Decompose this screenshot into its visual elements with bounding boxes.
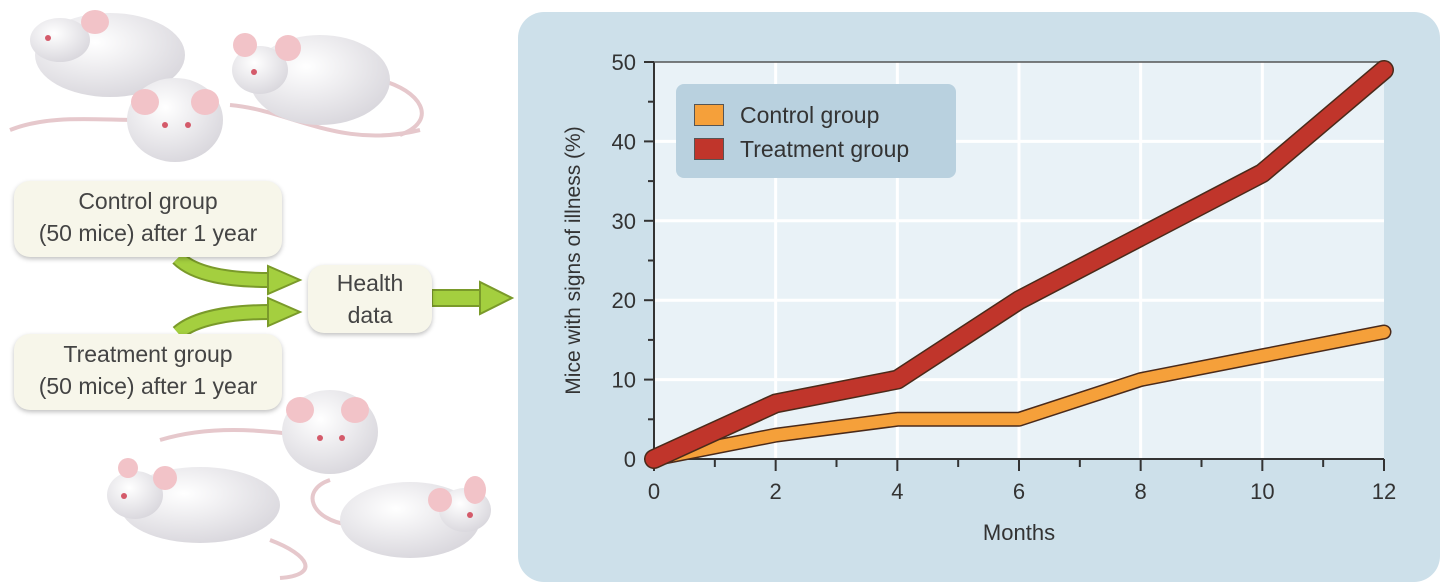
mouse-bottom-far-right [310, 476, 491, 558]
legend-item-treatment: Treatment group [694, 134, 909, 164]
mice-illustration [9, 10, 491, 580]
x-tick-label: 8 [1135, 479, 1147, 504]
health-data-label: Health data [308, 265, 432, 333]
flow-arrows [172, 251, 515, 340]
control-group-line1: Control group [78, 188, 218, 214]
mouse-bottom-right [159, 390, 378, 474]
y-axis-label: Mice with signs of illness (%) [562, 126, 585, 394]
line-chart: 0 2 4 6 8 10 12 0 10 20 30 40 50 Months Mice with sign… [562, 50, 1396, 545]
legend-swatch-treatment [694, 138, 724, 160]
legend-item-control: Control group [694, 100, 879, 130]
health-data-line1: Health [336, 270, 404, 296]
y-tick-label: 10 [612, 368, 636, 393]
y-tick-label: 30 [612, 209, 636, 234]
arrow-treatment-to-health [172, 296, 303, 340]
chart-legend: Control group Treatment group [676, 84, 956, 178]
health-data-line2: data [347, 302, 393, 328]
x-tick-label: 10 [1250, 479, 1274, 504]
y-tick-label: 0 [624, 447, 636, 472]
control-group-label: Control group (50 mice) after 1 year [14, 181, 282, 257]
arrow-health-to-chart [431, 280, 515, 316]
y-tick-label: 50 [612, 50, 636, 75]
x-tick-label: 4 [891, 479, 903, 504]
treatment-group-line1: Treatment group [63, 341, 233, 367]
legend-swatch-control [694, 104, 724, 126]
x-axis-label: Months [983, 520, 1055, 545]
mouse-top-middle [127, 78, 421, 162]
x-tick-label: 2 [770, 479, 782, 504]
legend-label-control: Control group [740, 101, 880, 128]
treatment-group-line2: (50 mice) after 1 year [38, 373, 258, 399]
mouse-bottom-left [107, 458, 308, 580]
mouse-top-right [232, 33, 424, 137]
treatment-group-label: Treatment group (50 mice) after 1 year [14, 334, 282, 410]
legend-label-treatment: Treatment group [740, 135, 910, 162]
x-tick-label: 6 [1013, 479, 1025, 504]
arrow-control-to-health [172, 251, 303, 296]
x-tick-label: 0 [648, 479, 660, 504]
x-tick-label: 12 [1372, 479, 1396, 504]
control-group-line2: (50 mice) after 1 year [38, 220, 258, 246]
y-tick-label: 20 [612, 288, 636, 313]
y-tick-label: 40 [612, 129, 636, 154]
mouse-top-left [9, 10, 185, 132]
